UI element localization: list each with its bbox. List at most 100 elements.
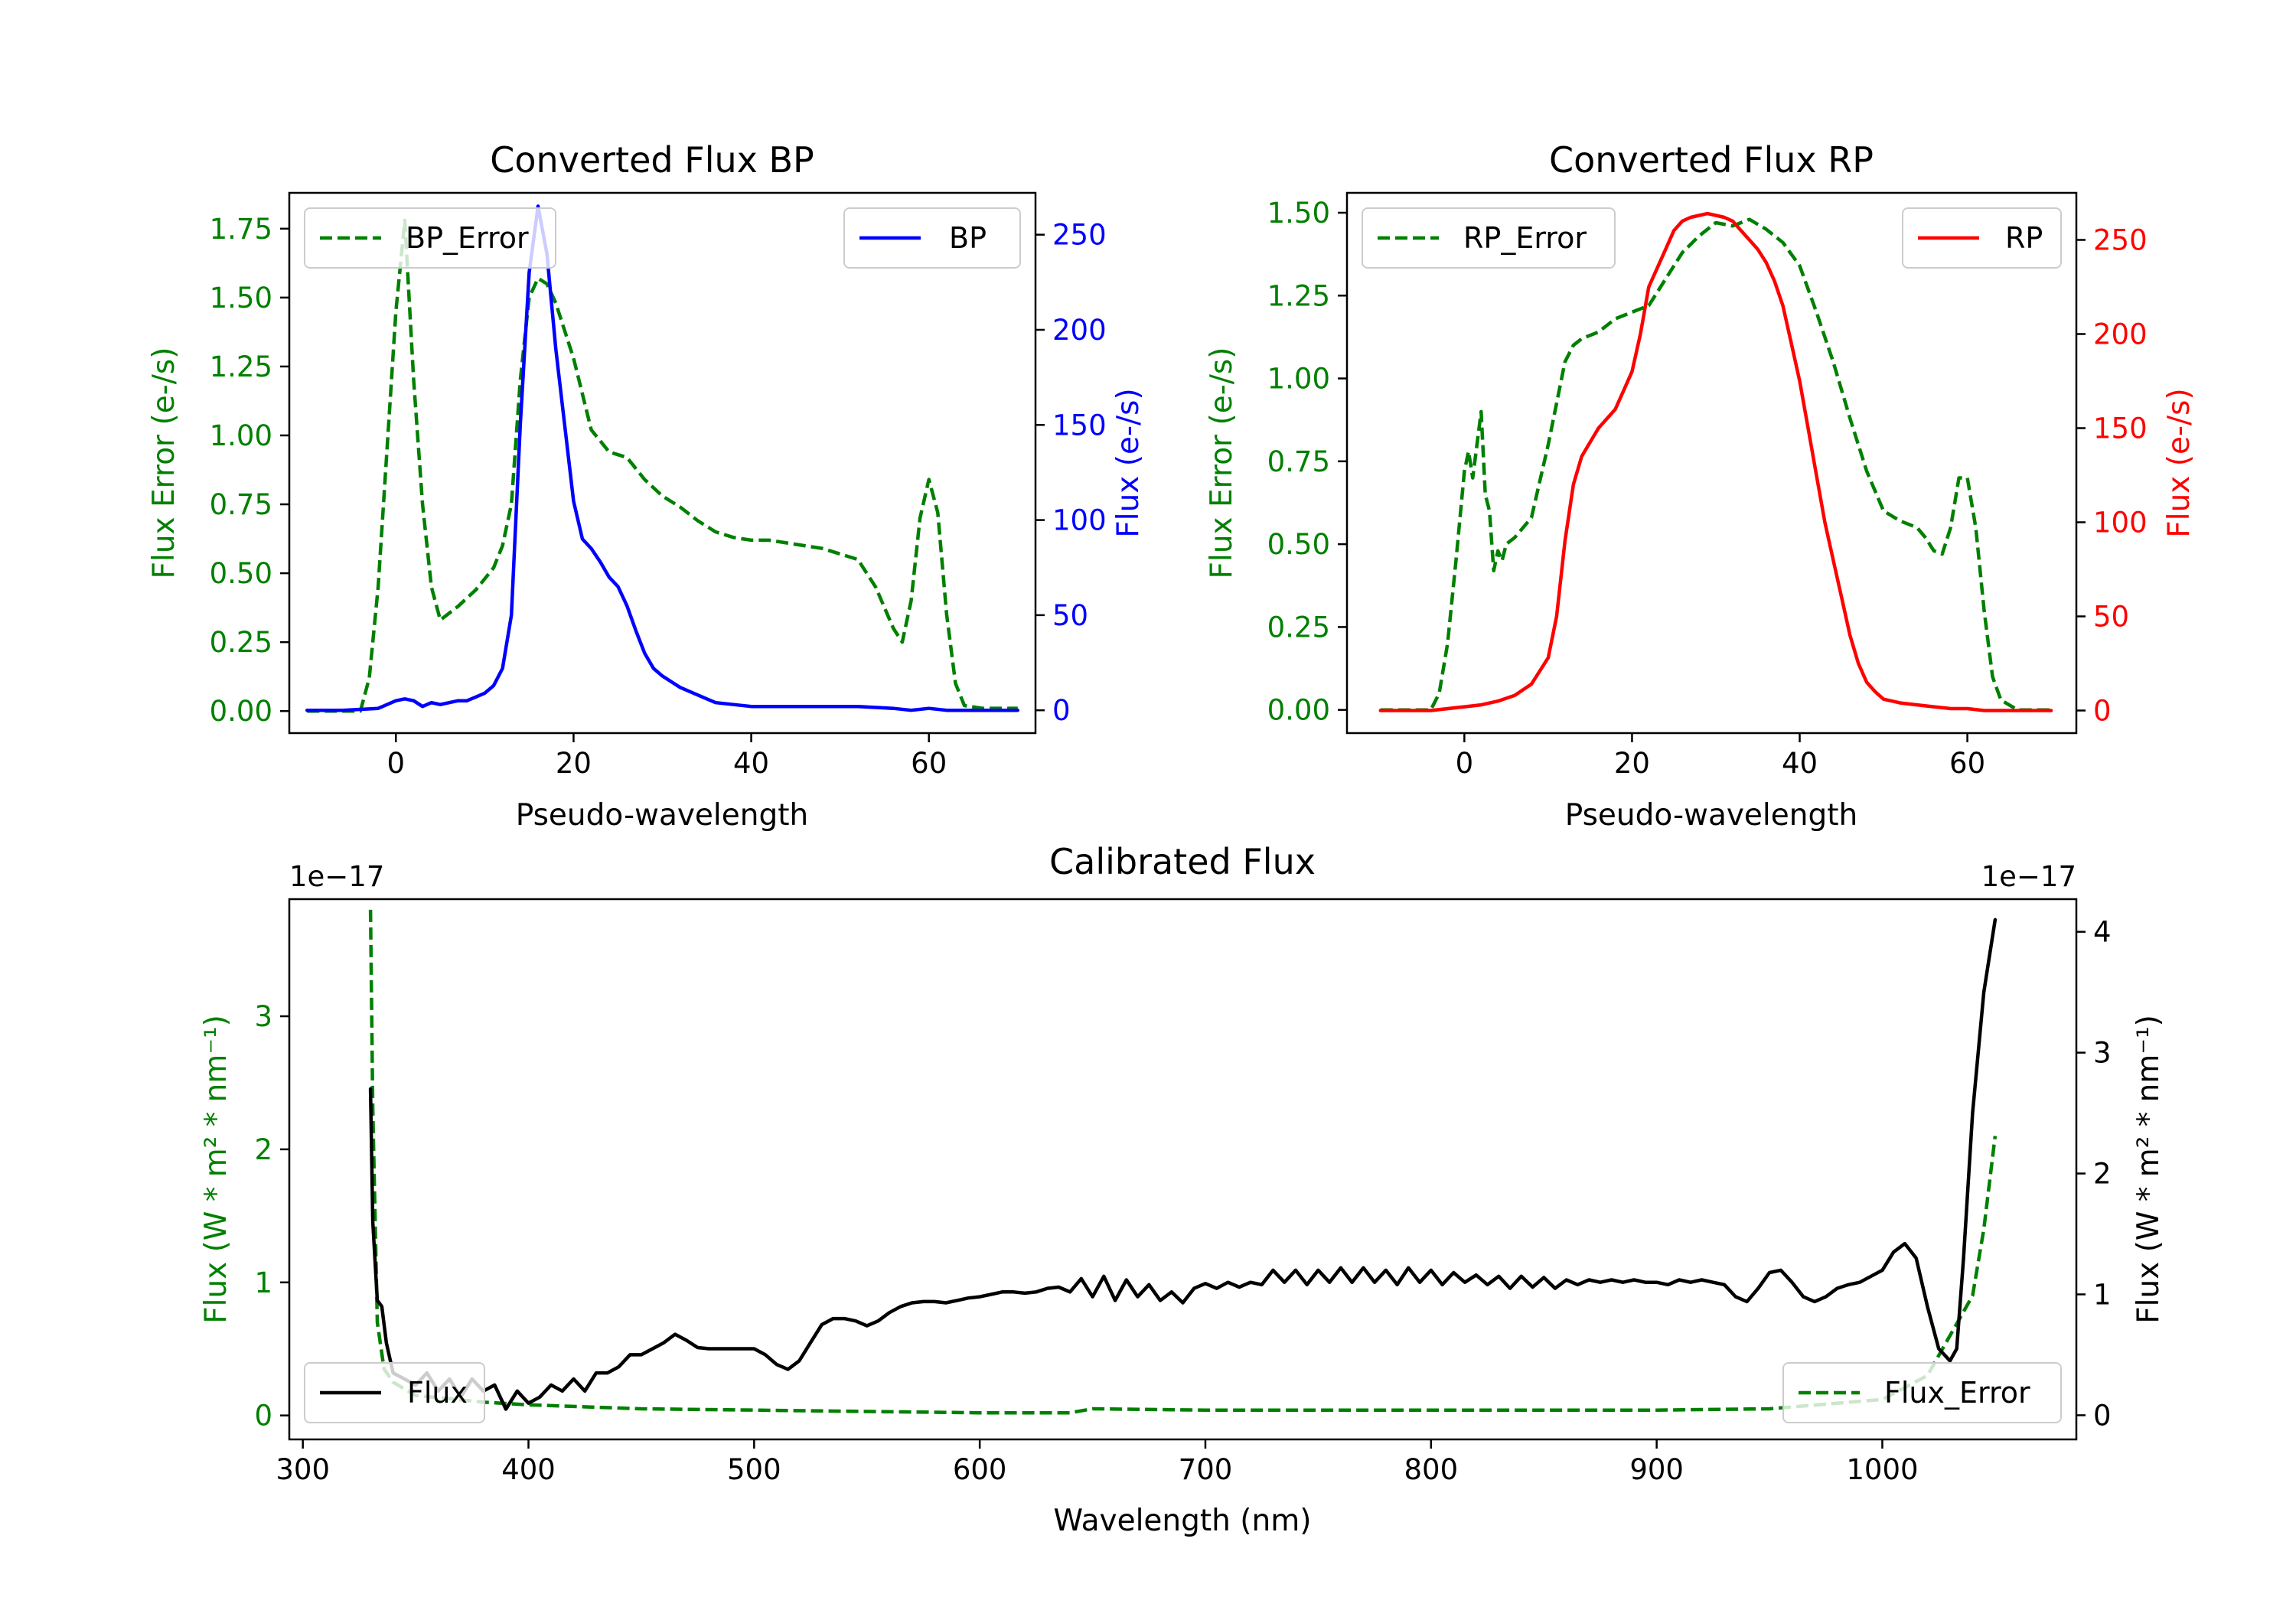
rp-left-ytick-label: 0.25 (1267, 611, 1330, 644)
calib-xtick-label: 1000 (1846, 1453, 1918, 1486)
bp-left-ytick-label: 0.00 (210, 695, 272, 728)
bp-left-ytick-label: 0.25 (210, 626, 272, 659)
bp-right-ylabel: Flux (e-/s) (1111, 388, 1146, 537)
rp-panel: Converted Flux RP 0 20 40 60 0.00 0.25 0.50 0.7… (1205, 139, 2197, 833)
rp-right-ylabel: Flux (e-/s) (2162, 388, 2197, 537)
bp-xlabel: Pseudo-wavelength (516, 798, 808, 833)
rp-left-ytick-label: 1.50 (1267, 197, 1330, 230)
calib-left-ytick-label: 3 (254, 1000, 272, 1033)
calib-xtick-label: 600 (953, 1453, 1007, 1486)
bp-title: Converted Flux BP (490, 139, 814, 181)
calib-axes-frame (288, 898, 2078, 1441)
rp-left-ylabel: Flux Error (e-/s) (1205, 347, 1239, 579)
bp-legend: BP (843, 207, 1021, 269)
bp-left-ytick-label: 1.50 (210, 282, 272, 315)
bp-right-ytick-label: 250 (1052, 219, 1107, 252)
rp-xtick-label: 40 (1782, 747, 1818, 780)
calib-right-ytick-label: 3 (2093, 1037, 2112, 1070)
bp-error-legend-label: BP_Error (406, 221, 529, 255)
calib-left-ytick-label: 0 (254, 1400, 272, 1433)
calib-right-ytick-label: 1 (2093, 1278, 2112, 1311)
calib-left-offset-text: 1e−17 (289, 860, 384, 893)
rp-right-ytick-label: 150 (2093, 412, 2148, 445)
rp-lines (1378, 211, 2053, 712)
calib-xtick-label: 500 (727, 1453, 781, 1486)
rp-axes-frame (1345, 191, 2078, 735)
rp-left-ytick-label: 1.00 (1267, 363, 1330, 396)
calib-error-legend: Flux_Error (1782, 1362, 2062, 1423)
bp-error-legend: BP_Error (304, 207, 556, 269)
calib-left-ylabel: Flux (W * m² * nm⁻¹) (199, 1015, 233, 1324)
calib-left-ytick-label: 2 (254, 1133, 272, 1166)
bp-legend-label: BP (949, 221, 987, 255)
rp-error-legend: RP_Error (1362, 207, 1616, 269)
rp-legend-label: RP (2005, 221, 2043, 255)
bp-right-ytick-label: 50 (1052, 599, 1088, 632)
rp-left-ytick-label: 0.75 (1267, 445, 1330, 478)
rp-xtick-label: 0 (1456, 747, 1474, 780)
rp-right-ytick-label: 200 (2093, 318, 2148, 350)
bp-ticks: 0 20 40 60 0.00 0.25 0.50 0.75 1.00 1.25 1.50 1.75 0… (210, 213, 1107, 780)
calib-flux-legend-frame (304, 1362, 485, 1423)
bp-left-ytick-label: 0.50 (210, 557, 272, 590)
rp-xlabel: Pseudo-wavelength (1565, 798, 1857, 833)
rp-legend-frame (1902, 207, 2062, 269)
bp-left-ylabel: Flux Error (e-/s) (147, 347, 181, 579)
bp-left-ytick-label: 1.75 (210, 213, 272, 246)
calib-xtick-label: 900 (1629, 1453, 1684, 1486)
rp-rp-error-line (1380, 217, 2052, 712)
rp-right-ytick-label: 100 (2093, 506, 2148, 539)
calib-title: Calibrated Flux (1049, 841, 1316, 882)
calib-flux-line (368, 918, 1998, 1411)
bp-left-ytick-label: 1.00 (210, 419, 272, 452)
bp-xtick-label: 40 (733, 747, 769, 780)
bp-bp-error-line (307, 218, 1018, 713)
bp-left-ytick-label: 1.25 (210, 350, 272, 383)
rp-left-ytick-label: 1.25 (1267, 279, 1330, 312)
bp-axes-frame (288, 191, 1037, 735)
bp-lines (305, 204, 1020, 713)
bp-xtick-label: 60 (911, 747, 947, 780)
rp-xtick-label: 60 (1949, 747, 1985, 780)
calib-xtick-label: 400 (501, 1453, 556, 1486)
bp-left-ytick-label: 0.75 (210, 488, 272, 521)
calib-right-offset-text: 1e−17 (1981, 860, 2076, 893)
rp-right-ytick-label: 250 (2093, 223, 2148, 256)
rp-error-legend-frame (1362, 207, 1616, 269)
calib-flux-legend-label: Flux (407, 1376, 468, 1410)
calib-flux-legend: Flux (304, 1362, 485, 1423)
bp-right-ytick-label: 200 (1052, 314, 1107, 347)
calib-error-legend-label: Flux_Error (1884, 1376, 2030, 1410)
calib-xtick-label: 300 (276, 1453, 330, 1486)
rp-legend: RP (1902, 207, 2062, 269)
calib-right-ytick-label: 4 (2093, 916, 2112, 949)
calib-right-ytick-label: 2 (2093, 1158, 2112, 1191)
calib-right-ylabel: Flux (W * m² * nm⁻¹) (2131, 1015, 2166, 1324)
bp-right-ytick-label: 0 (1052, 694, 1071, 727)
bp-bp-line (305, 204, 1020, 712)
bp-right-ytick-label: 100 (1052, 504, 1107, 537)
bp-error-legend-frame (304, 207, 556, 269)
rp-error-legend-label: RP_Error (1463, 221, 1587, 255)
calib-ticks: 300 400 500 600 700 800 900 1000 0 1 2 3 0 1 2 3 4 (254, 916, 2111, 1486)
bp-xtick-label: 0 (387, 747, 406, 780)
rp-right-ytick-label: 50 (2093, 600, 2129, 633)
rp-xtick-label: 20 (1614, 747, 1650, 780)
calib-xtick-label: 700 (1179, 1453, 1233, 1486)
calib-right-ytick-label: 0 (2093, 1399, 2112, 1432)
bp-xtick-label: 20 (556, 747, 592, 780)
rp-right-ytick-label: 0 (2093, 694, 2112, 727)
rp-left-ytick-label: 0.50 (1267, 528, 1330, 561)
rp-left-ytick-label: 0.00 (1267, 694, 1330, 727)
bp-right-ytick-label: 150 (1052, 409, 1107, 442)
rp-ticks: 0 20 40 60 0.00 0.25 0.50 0.75 1.00 1.25 1.50 0 50 10… (1267, 197, 2148, 780)
bp-panel: Converted Flux BP 0 20 40 60 0.00 0.25 0.50 0.7… (147, 139, 1146, 833)
rp-title: Converted Flux RP (1549, 139, 1874, 181)
calib-panel: Calibrated Flux 1e−17 1e−17 300 400 500 600… (199, 841, 2166, 1538)
calib-xlabel: Wavelength (nm) (1054, 1504, 1312, 1538)
calib-left-ytick-label: 1 (254, 1266, 272, 1299)
calib-error-legend-frame (1782, 1362, 2062, 1423)
calib-xtick-label: 800 (1404, 1453, 1458, 1486)
bp-legend-frame (843, 207, 1021, 269)
